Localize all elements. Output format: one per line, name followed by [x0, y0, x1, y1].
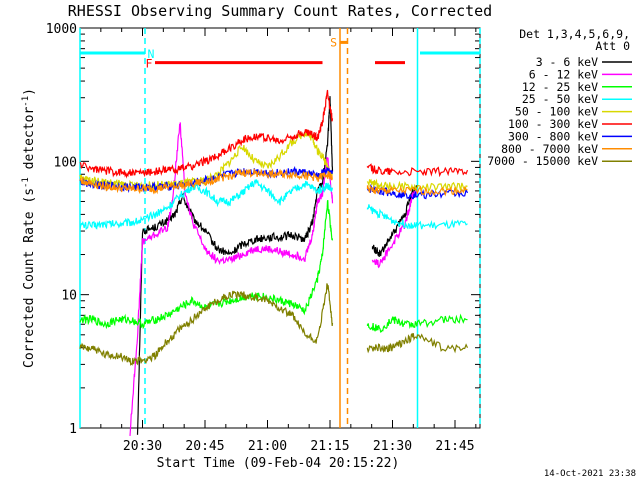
series-line	[79, 178, 468, 231]
legend-entry-label: 25 - 50 keV	[522, 92, 598, 106]
x-axis-label: Start Time (09-Feb-04 20:15:22)	[157, 456, 400, 471]
annotation-bars: FN S	[80, 35, 480, 71]
annotation-label: S	[330, 35, 337, 49]
x-tick-label: 20:30	[123, 439, 162, 454]
x-tick-label: 20:45	[185, 439, 224, 454]
series-line	[79, 165, 469, 200]
series-line	[79, 89, 469, 179]
legend-entry-label: 6 - 12 keV	[529, 67, 598, 81]
footer-timestamp: 14-Oct-2021 23:38	[544, 469, 636, 479]
legend-entry-label: 100 - 300 keV	[508, 117, 598, 131]
y-axis-label: Corrected Count Rate (s-1 detector-1)	[21, 88, 37, 368]
interval-lines	[79, 28, 481, 428]
annotation-label: N	[148, 47, 155, 61]
x-tick-label: 21:15	[310, 439, 349, 454]
series-group	[79, 89, 469, 436]
series-line	[136, 96, 419, 435]
series-line	[79, 168, 468, 197]
y-axis-ticks: 1 10 100 1000	[46, 22, 480, 437]
chart-title: RHESSI Observing Summary Count Rates, Co…	[68, 2, 492, 20]
series-line	[79, 283, 469, 366]
x-tick-label: 21:00	[248, 439, 287, 454]
legend-entry-label: 7000 - 15000 keV	[487, 154, 598, 168]
annotation-label: F	[146, 57, 153, 71]
x-tick-label: 21:45	[435, 439, 474, 454]
y-tick-label: 1000	[46, 22, 77, 37]
legend-entry-label: 3 - 6 keV	[536, 55, 598, 69]
legend-entry-label: 300 - 800 keV	[508, 129, 598, 143]
legend-entry-label: 12 - 25 keV	[522, 80, 598, 94]
plot-frame	[79, 27, 481, 429]
y-tick-label: 1	[69, 422, 77, 437]
legend-entry-label: 800 - 7000 keV	[501, 142, 598, 156]
y-tick-label: 10	[61, 289, 77, 304]
legend-entry-label: 50 - 100 keV	[515, 105, 598, 119]
legend-header-attenuator: Att 0	[595, 39, 630, 53]
plot-area	[79, 27, 481, 429]
y-tick-label: 100	[54, 155, 77, 170]
x-tick-label: 21:30	[373, 439, 412, 454]
legend-header-detectors: Det 1,3,4,5,6,9,	[519, 27, 630, 41]
x-axis-ticks: 20:30 20:45 21:00 21:15 21:30 21:45	[79, 28, 477, 454]
